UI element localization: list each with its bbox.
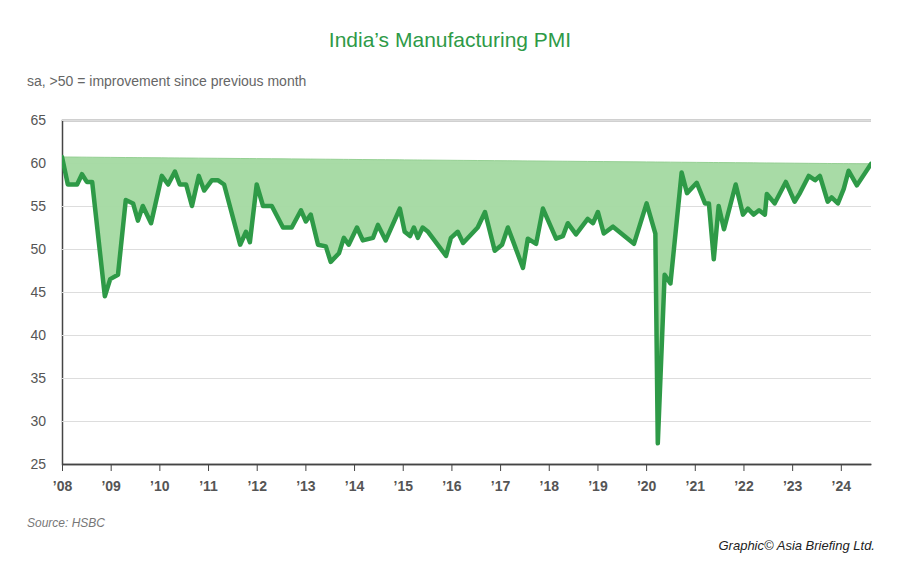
x-tick-label: ’21 xyxy=(686,478,706,494)
x-tick: ’19 xyxy=(588,464,608,494)
y-tick-label: 40 xyxy=(30,327,46,343)
x-tick: ’21 xyxy=(686,464,706,494)
x-tick-label: ’19 xyxy=(588,478,608,494)
grid-line xyxy=(62,249,871,250)
x-tick-label: ’14 xyxy=(345,478,365,494)
x-tick-mark xyxy=(500,464,501,471)
x-tick-mark xyxy=(646,464,647,471)
x-tick-mark xyxy=(792,464,793,471)
x-axis-line xyxy=(63,464,872,466)
grid-line xyxy=(62,292,871,293)
x-tick: ’16 xyxy=(442,464,462,494)
y-tick-label: 65 xyxy=(30,112,46,128)
y-tick: 25 xyxy=(30,456,871,472)
x-tick: ’15 xyxy=(393,464,413,494)
x-tick-label: ’10 xyxy=(150,478,170,494)
y-tick-label: 45 xyxy=(30,284,46,300)
source: Source: HSBC xyxy=(27,516,105,530)
y-axis: 25 30 35 40 45 50 55 60 65 xyxy=(30,112,871,472)
x-tick: ’18 xyxy=(540,464,560,494)
credit: Graphic© Asia Briefing Ltd. xyxy=(718,538,875,553)
x-tick: ’10 xyxy=(150,464,170,494)
x-tick: ’22 xyxy=(734,464,754,494)
x-tick-label: ’22 xyxy=(734,478,754,494)
x-tick-label: ’23 xyxy=(783,478,803,494)
y-tick: 35 xyxy=(30,370,871,386)
x-tick-label: ’24 xyxy=(832,478,852,494)
x-tick: ’12 xyxy=(247,464,267,494)
x-tick-mark xyxy=(549,464,550,471)
grid-line xyxy=(62,464,871,465)
area xyxy=(62,157,871,443)
x-tick: ’14 xyxy=(345,464,365,494)
y-tick: 45 xyxy=(30,284,871,300)
grid-line xyxy=(62,378,871,379)
grid-line xyxy=(62,421,871,422)
x-tick-mark xyxy=(208,464,209,471)
y-axis-line xyxy=(63,121,872,465)
y-tick-label: 25 xyxy=(30,456,46,472)
y-tick-label: 55 xyxy=(30,198,46,214)
y-tick-label: 35 xyxy=(30,370,46,386)
x-tick-label: ’17 xyxy=(491,478,511,494)
chart: India’s Manufacturing PMI sa, >50 = impro… xyxy=(0,0,900,572)
x-tick: ’23 xyxy=(783,464,803,494)
title: India’s Manufacturing PMI xyxy=(329,28,571,51)
x-tick-label: ’11 xyxy=(199,478,218,494)
x-tick-mark xyxy=(695,464,696,471)
subtitle: sa, >50 = improvement since previous mon… xyxy=(27,73,306,89)
y-tick-label: 60 xyxy=(30,155,46,171)
grid-line xyxy=(62,335,871,336)
x-tick-mark xyxy=(111,464,112,471)
x-tick: ’24 xyxy=(832,464,852,494)
x-tick-mark xyxy=(451,464,452,471)
x-tick-mark xyxy=(257,464,258,471)
y-tick: 40 xyxy=(30,327,871,343)
line xyxy=(62,157,871,443)
y-tick-label: 50 xyxy=(30,241,46,257)
y-tick-label: 30 xyxy=(30,413,46,429)
x-tick-label: ’09 xyxy=(101,478,121,494)
x-tick-label: ’20 xyxy=(637,478,657,494)
x-tick-mark xyxy=(841,464,842,471)
x-tick: ’08 xyxy=(53,464,73,494)
x-tick-mark xyxy=(354,464,355,471)
x-tick-mark xyxy=(743,464,744,471)
x-tick: ’13 xyxy=(296,464,316,494)
x-tick-label: ’18 xyxy=(540,478,560,494)
x-tick: ’09 xyxy=(101,464,121,494)
y-tick: 65 xyxy=(30,112,871,128)
x-tick-label: ’13 xyxy=(296,478,316,494)
x-axis: ’08 ’09 ’10 ’11 ’12 ’13 ’14 ’15 ’16 ’17 ’18 ’19 ’20 ’… xyxy=(53,464,872,494)
y-tick: 30 xyxy=(30,413,871,429)
x-tick-label: ’15 xyxy=(393,478,413,494)
x-tick-mark xyxy=(403,464,404,471)
x-tick-mark xyxy=(159,464,160,471)
x-tick-mark xyxy=(305,464,306,471)
x-tick: ’17 xyxy=(491,464,511,494)
x-tick-label: ’08 xyxy=(53,478,73,494)
x-tick-mark xyxy=(597,464,598,471)
x-tick-label: ’12 xyxy=(247,478,267,494)
plot-area xyxy=(62,157,871,443)
x-tick: ’20 xyxy=(637,464,657,494)
x-tick-label: ’16 xyxy=(442,478,462,494)
x-tick-mark xyxy=(62,464,63,471)
grid-line xyxy=(62,120,871,121)
x-tick: ’11 xyxy=(199,464,218,494)
